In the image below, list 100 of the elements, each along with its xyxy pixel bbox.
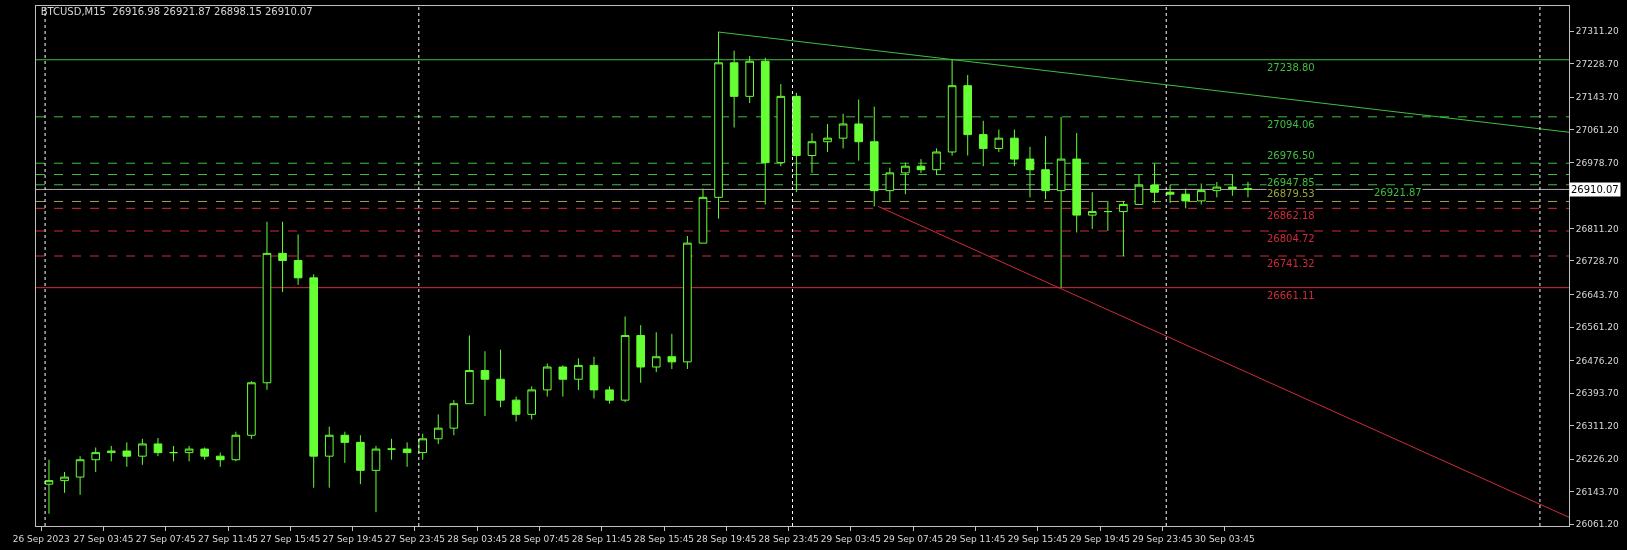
candlestick xyxy=(247,380,256,440)
candlestick xyxy=(1228,173,1237,197)
candlestick xyxy=(1150,162,1159,204)
ref-line-label: 26862.18 xyxy=(1267,210,1315,221)
y-tick-label: 26643.70 xyxy=(1575,289,1620,300)
x-tick-label: 29 Sep 23:45 xyxy=(1132,533,1193,544)
x-tick-label: 27 Sep 11:45 xyxy=(198,533,259,544)
ref-line-label: 26976.50 xyxy=(1267,150,1315,161)
x-tick-label: 27 Sep 19:45 xyxy=(322,533,383,544)
candlestick xyxy=(324,426,334,489)
y-tick-label: 26728.70 xyxy=(1575,256,1620,267)
x-tick-label: 29 Sep 07:45 xyxy=(883,533,944,544)
candlestick xyxy=(978,120,988,167)
y-tick-label: 26311.20 xyxy=(1575,420,1620,431)
candlestick xyxy=(44,459,54,515)
candlestick xyxy=(200,446,209,461)
x-tick-label: 29 Sep 03:45 xyxy=(820,533,881,544)
candlestick xyxy=(449,399,459,436)
ref-line-label: 27238.80 xyxy=(1267,62,1315,73)
candlestick xyxy=(387,438,396,461)
ref-line-label: 26947.85 xyxy=(1267,177,1315,188)
candlestick xyxy=(1212,181,1222,198)
candlestick xyxy=(1010,128,1019,167)
candlestick xyxy=(589,356,599,400)
x-tick-label: 29 Sep 15:45 xyxy=(1007,533,1068,544)
y-tick-label: 26561.20 xyxy=(1575,322,1620,333)
y-tick-label: 26393.70 xyxy=(1575,388,1620,399)
candlestick xyxy=(465,334,474,405)
y-tick-label: 26061.20 xyxy=(1575,519,1620,530)
candlestick xyxy=(293,233,303,286)
candlestick xyxy=(184,445,194,462)
candlestick xyxy=(1243,181,1253,198)
candlestick xyxy=(605,385,614,405)
candlestick xyxy=(574,357,583,391)
candlestick xyxy=(122,441,132,468)
candlestick xyxy=(714,31,723,220)
chart-title: BTCUSD,M15 26916.98 26921.87 26898.15 26910.07 xyxy=(40,6,313,18)
candlestick xyxy=(729,50,739,129)
x-tick-label: 27 Sep 03:45 xyxy=(73,533,134,544)
candlestick xyxy=(916,158,926,174)
candlestick xyxy=(138,438,147,466)
y-tick-label: 27311.20 xyxy=(1575,26,1620,37)
candlestick xyxy=(169,445,178,462)
y-tick-label: 26978.70 xyxy=(1575,157,1620,168)
candlestick xyxy=(527,385,536,420)
candlestick xyxy=(511,396,521,422)
candlestick xyxy=(371,445,381,513)
candlestick xyxy=(558,364,568,398)
candlestick xyxy=(1056,116,1066,289)
candlestick xyxy=(963,74,972,157)
candlestick xyxy=(153,437,163,457)
candlestick xyxy=(402,441,412,468)
ref-line-label: 26879.53 xyxy=(1267,188,1315,199)
x-tick-label: 26 Sep 2023 xyxy=(12,533,70,544)
ref-line-label: 26741.32 xyxy=(1267,258,1315,269)
candlestick xyxy=(1181,188,1190,209)
candlestick xyxy=(667,333,677,370)
candlestick xyxy=(1165,184,1175,204)
candlestick xyxy=(698,188,708,244)
ref-line-label: 26910.07 xyxy=(1571,184,1619,195)
y-tick-label: 27228.70 xyxy=(1575,58,1620,69)
y-tick-label: 27143.70 xyxy=(1575,92,1620,103)
candlestick xyxy=(215,452,225,468)
y-tick-label: 26476.20 xyxy=(1575,355,1620,366)
candlestick xyxy=(542,362,552,398)
candlestick xyxy=(1103,200,1113,232)
x-tick-label: 28 Sep 03:45 xyxy=(447,533,508,544)
candlestick xyxy=(620,316,630,403)
candlestick xyxy=(901,162,910,195)
ref-line-label: 26661.11 xyxy=(1267,290,1315,301)
candlestick xyxy=(1196,183,1206,205)
candlestick xyxy=(106,445,116,462)
candlestick xyxy=(807,132,817,174)
x-tick-label: 30 Sep 03:45 xyxy=(1194,533,1255,544)
candlestick xyxy=(1134,174,1144,205)
candlestick xyxy=(683,235,692,370)
candlestick xyxy=(75,455,85,496)
x-tick-label: 28 Sep 11:45 xyxy=(571,533,632,544)
candlestick xyxy=(60,471,69,494)
x-tick-label: 27 Sep 07:45 xyxy=(135,533,196,544)
candlestick xyxy=(309,273,318,489)
candlestick xyxy=(823,123,832,153)
candlestick xyxy=(792,92,801,193)
ref-line-label: 26921.87 xyxy=(1374,187,1422,198)
candlestick xyxy=(651,331,661,373)
candlestick xyxy=(838,113,848,149)
x-tick-label: 28 Sep 23:45 xyxy=(758,533,819,544)
y-tick-label: 26811.20 xyxy=(1575,223,1620,234)
x-tick-label: 29 Sep 11:45 xyxy=(945,533,1006,544)
candlestick xyxy=(869,106,879,207)
candlestick xyxy=(340,431,350,464)
candlestick xyxy=(1119,200,1128,257)
candlestick xyxy=(636,324,645,384)
candlestick xyxy=(776,83,786,167)
candlestick xyxy=(231,431,241,462)
candlestick xyxy=(1025,146,1035,198)
ref-line-label: 26804.72 xyxy=(1267,233,1315,244)
y-tick-label: 26226.20 xyxy=(1575,454,1620,465)
candlestick xyxy=(418,433,427,461)
candlestick xyxy=(496,349,505,408)
